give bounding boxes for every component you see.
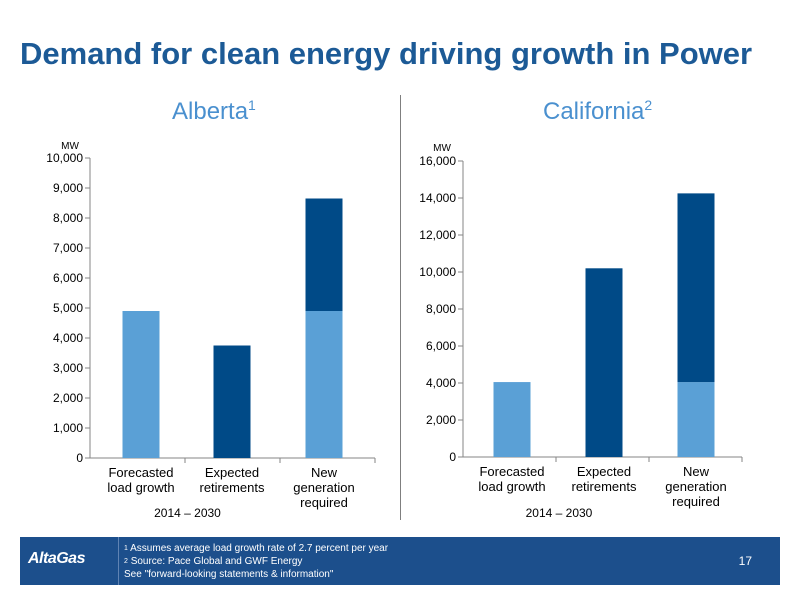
california-y-tick-label: 6,000 (426, 339, 456, 353)
alberta-category-label: required (300, 495, 348, 510)
alberta-y-tick-label: 4,000 (53, 331, 83, 345)
california-category-label: load growth (478, 479, 545, 494)
alberta-bar-light-3 (305, 311, 343, 458)
alberta-y-tick-label: 2,000 (53, 391, 83, 405)
footnote-2: 2 Source: Pace Global and GWF Energy (124, 555, 388, 568)
california-y-tick-label: 12,000 (419, 228, 456, 242)
alberta-period-label: 2014 – 2030 (154, 506, 221, 520)
alberta-title-text: Alberta (172, 98, 249, 125)
footnote-2-mark: 2 (124, 558, 128, 565)
footnotes: 1 Assumes average load growth rate of 2.… (124, 542, 388, 581)
california-category-label: New (683, 464, 710, 479)
alberta-bar-dark-3 (305, 198, 343, 311)
alberta-y-tick-label: 8,000 (53, 211, 83, 225)
alberta-category-label: Forecasted (108, 465, 173, 480)
alberta-chart-title: Alberta1 (172, 98, 256, 126)
california-category-label: Forecasted (479, 464, 544, 479)
california-category-label: retirements (571, 479, 637, 494)
alberta-y-axis-unit: MW (61, 141, 79, 152)
california-period-label: 2014 – 2030 (526, 506, 593, 520)
alberta-bar-dark-2 (213, 345, 251, 458)
california-category-label: generation (665, 479, 726, 494)
california-category-label: required (672, 494, 720, 509)
alberta-category-label: load growth (107, 480, 174, 495)
california-category-label: Expected (577, 464, 631, 479)
footnote-1-mark: 1 (124, 545, 128, 552)
california-bar-light-3 (677, 382, 715, 457)
california-chart-title: California2 (543, 98, 652, 126)
california-y-tick-label: 16,000 (419, 154, 456, 168)
california-y-axis-unit: MW (433, 143, 451, 154)
alberta-y-tick-label: 3,000 (53, 361, 83, 375)
alberta-category-label: retirements (199, 480, 265, 495)
page-number: 17 (738, 554, 752, 568)
california-y-tick-label: 2,000 (426, 413, 456, 427)
alberta-category-label: generation (293, 480, 354, 495)
slide-title: Demand for clean energy driving growth i… (20, 36, 753, 71)
footer-bar: AltaGas 1 Assumes average load growth ra… (20, 537, 780, 585)
california-bar-chart: 0 2,000 4,000 6,000 8,000 10,000 12,000 14,000 1… (419, 143, 743, 520)
california-title-footnote-mark: 2 (644, 97, 653, 113)
alberta-y-tick-label: 0 (76, 451, 83, 465)
california-y-tick-label: 8,000 (426, 302, 456, 316)
california-y-tick-label: 10,000 (419, 265, 456, 279)
alberta-bar-chart: 0 1,000 2,000 3,000 4,000 5,000 6,000 7,000 8,00… (46, 141, 376, 520)
alberta-y-tick-label: 7,000 (53, 241, 83, 255)
alberta-category-label: New (311, 465, 338, 480)
panel-divider (400, 95, 401, 520)
california-y-tick-label: 14,000 (419, 191, 456, 205)
footnote-3: See "forward-looking statements & inform… (124, 568, 388, 581)
footnote-1: 1 Assumes average load growth rate of 2.… (124, 542, 388, 555)
alberta-y-tick-label: 9,000 (53, 181, 83, 195)
alberta-y-tick-label: 10,000 (46, 151, 83, 165)
california-bar-light-1 (493, 382, 531, 457)
altagas-logo: AltaGas (28, 550, 85, 567)
footer-separator (118, 537, 119, 585)
california-y-tick-label: 4,000 (426, 376, 456, 390)
alberta-bar-light-1 (122, 311, 160, 458)
alberta-title-footnote-mark: 1 (248, 97, 256, 113)
california-bar-dark-2 (585, 268, 623, 457)
footnote-3-text: See "forward-looking statements & inform… (124, 569, 334, 580)
alberta-y-tick-label: 6,000 (53, 271, 83, 285)
alberta-category-label: Expected (205, 465, 259, 480)
alberta-y-tick-label: 5,000 (53, 301, 83, 315)
california-bar-dark-3 (677, 193, 715, 383)
alberta-y-tick-label: 1,000 (53, 421, 83, 435)
california-title-text: California (543, 98, 645, 125)
footnote-2-text: Source: Pace Global and GWF Energy (130, 556, 303, 567)
california-y-tick-label: 0 (449, 450, 456, 464)
footnote-1-text: Assumes average load growth rate of 2.7 … (130, 543, 389, 554)
